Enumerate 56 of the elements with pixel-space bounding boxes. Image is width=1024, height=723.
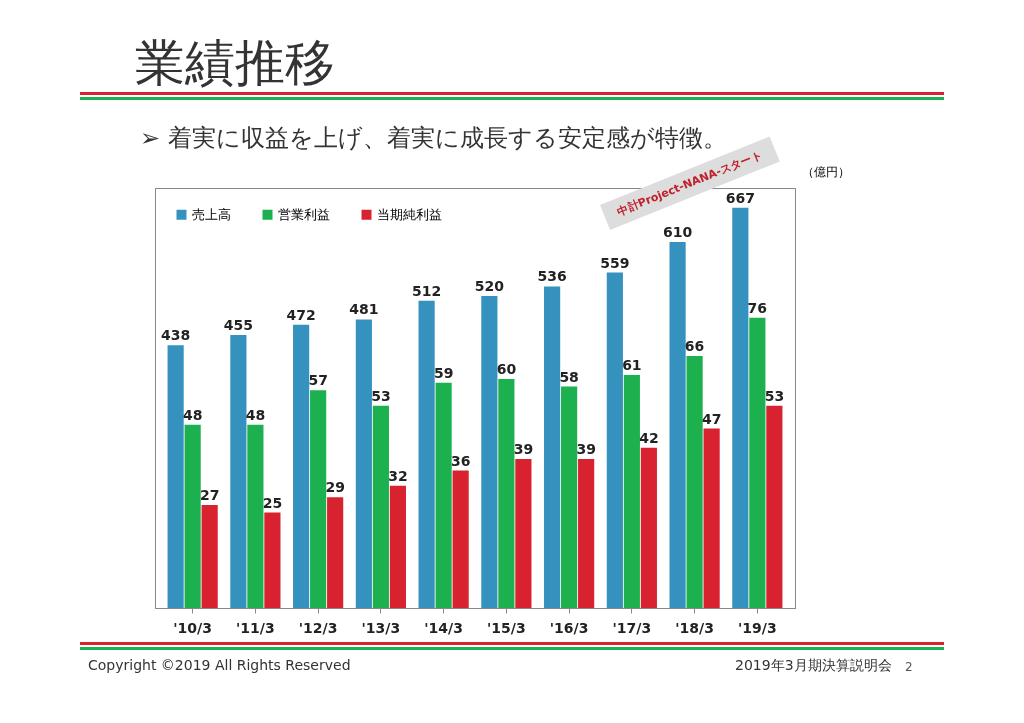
data-label: 559 [600,254,630,271]
data-label: 48 [245,406,266,423]
data-label: 57 [308,372,328,389]
bar [264,512,281,608]
bar [578,459,595,608]
legend-label: 売上高 [192,206,231,222]
x-tick-label: '17/3 [612,619,652,636]
data-label: 42 [639,429,659,446]
data-label: 481 [349,301,379,318]
text: 2019年3月期決算説明会 [735,657,892,675]
bar [766,405,783,608]
text: 2 [905,660,913,674]
data-label: 32 [388,467,408,484]
data-label: 472 [286,306,316,323]
text: Copyright ©2019 All Rights Reserved [88,657,351,673]
bar [389,485,406,608]
data-label: 29 [325,479,345,496]
data-label: 39 [576,441,596,458]
y2-axis-title: （億円） [801,164,850,179]
data-label: 39 [513,441,534,458]
bar [640,447,657,608]
data-label: 53 [371,387,391,404]
data-label: 610 [662,224,693,240]
bar [703,428,720,608]
chart-subtitle: ➢ 着実に収益を上げ、着実に成長する安定感が特徴。 [140,123,727,154]
data-label: 667 [725,189,755,206]
x-tick-label: '12/3 [298,619,338,636]
data-label: 25 [262,494,283,511]
bar [327,497,344,608]
x-tick-label: '11/3 [236,619,275,636]
x-tick-label: '13/3 [361,619,401,636]
data-label: 455 [223,317,253,333]
data-label: 36 [450,452,471,469]
x-tick-label: '14/3 [424,619,463,636]
data-label: 53 [764,387,785,404]
bar [452,470,469,608]
x-tick-label: '16/3 [549,619,589,636]
x-tick-label: '19/3 [738,619,777,636]
data-label: 59 [433,364,454,381]
data-label: 438 [161,327,191,344]
legend-label: 営業利益 [278,206,330,222]
data-label: 76 [747,299,768,316]
bar [515,459,532,608]
x-tick-label: '10/3 [173,619,212,636]
x-tick-label: '15/3 [487,619,526,636]
bar [201,504,218,608]
x-tick-label: '18/3 [675,619,714,636]
data-label: 61 [622,357,642,374]
data-label: 512 [411,282,442,299]
legend-label: 当期純利益 [377,206,442,222]
data-label: 58 [559,368,579,385]
chart-title: 業績推移 [135,33,335,94]
data-label: 536 [537,268,567,285]
data-label: 60 [496,360,517,377]
data-label: 520 [474,278,505,294]
data-label: 27 [199,486,220,503]
